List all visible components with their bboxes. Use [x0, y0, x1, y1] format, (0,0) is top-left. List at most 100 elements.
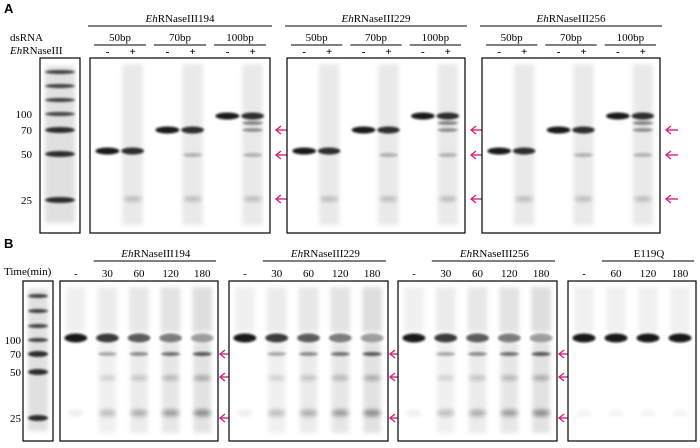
ladder-band: [45, 84, 75, 88]
product-band: [632, 128, 653, 132]
faint-band: [640, 410, 656, 416]
time-point-label: 180: [194, 268, 211, 280]
lane-sign: +: [385, 46, 391, 58]
product-band: [130, 376, 148, 380]
lane-smear: [499, 287, 520, 332]
panel-b-group-4: E119Q - 60 120 180: [567, 248, 697, 442]
lane-sign: +: [129, 46, 135, 58]
arrow-head: [274, 125, 282, 135]
arrow-head: [469, 125, 477, 135]
substrate-band: [215, 112, 240, 120]
lane-smear: [266, 287, 287, 332]
enzyme-row-label-prefix: Eh: [9, 45, 23, 57]
product-band: [130, 409, 148, 417]
lane-sign: +: [640, 46, 646, 58]
ladder-band: [45, 151, 75, 157]
product-band: [193, 409, 211, 417]
product-band: [331, 376, 350, 380]
digest-smear: [632, 64, 653, 225]
product-band: [574, 197, 593, 201]
time-point-label: -: [74, 268, 78, 280]
lane-smear: [330, 287, 351, 332]
lane-smear: [467, 287, 488, 332]
panel-a-group-title: EhRNaseIII256: [535, 13, 606, 25]
arrow-head: [218, 413, 226, 423]
lane-smear: [404, 287, 424, 332]
dsrna-size-label: 50bp: [306, 32, 329, 44]
time-point-label: 120: [501, 268, 518, 280]
product-band: [242, 121, 263, 125]
panel-b-group-title-prefix: Eh: [459, 248, 473, 260]
lane-smear: [362, 287, 382, 332]
lane-smear: [66, 287, 86, 332]
substrate-band: [497, 333, 521, 343]
panel-b-group-1: EhRNaseIII194 - 30 60 120 180: [59, 248, 232, 442]
panel-a-gel-frame: [89, 57, 271, 234]
panel-b-group-title-suffix: RNaseIII229: [303, 248, 360, 260]
product-band: [436, 352, 456, 356]
arrow-head: [557, 349, 565, 359]
time-row-label: Time(min): [4, 266, 52, 278]
product-band: [98, 409, 117, 417]
product-band: [193, 376, 211, 380]
ladder-band: [28, 309, 48, 313]
product-band: [573, 153, 593, 157]
lane-smear: [160, 287, 181, 332]
product-band: [515, 197, 534, 201]
substrate-band: [292, 147, 317, 155]
product-band: [437, 128, 458, 132]
arrow-head: [274, 194, 282, 204]
substrate-band: [233, 333, 257, 343]
lane-sign: +: [580, 46, 586, 58]
cleavage-arrow-icon: [469, 194, 483, 204]
ladder-smear: [45, 66, 75, 223]
marker-label-25: 25: [21, 195, 33, 207]
ladder-band: [45, 197, 75, 203]
residual-band: [377, 126, 400, 134]
product-band: [123, 197, 142, 201]
time-point-label: 180: [672, 268, 689, 280]
lane-sign: -: [106, 46, 110, 58]
product-band: [532, 376, 550, 380]
substrate-band: [529, 333, 553, 343]
cleavage-arrow-icon: [664, 150, 678, 160]
cleavage-arrow-icon: [274, 150, 288, 160]
ladder-band: [28, 294, 48, 298]
panel-b-group-3: EhRNaseIII256 - 30 60 120 180: [397, 248, 571, 442]
faint-band: [608, 410, 624, 416]
product-band: [243, 153, 263, 157]
product-band: [299, 409, 318, 417]
residual-band: [241, 112, 264, 120]
lane-sign: -: [421, 46, 425, 58]
panel-a-ladder: [39, 57, 81, 234]
panel-a-group-title: EhRNaseIII194: [144, 13, 215, 25]
product-band: [192, 352, 212, 356]
marker-label-70: 70: [10, 349, 22, 361]
product-band: [331, 409, 350, 417]
substrate-band: [159, 333, 182, 343]
substrate-band: [127, 333, 151, 343]
digest-smear: [242, 64, 263, 225]
product-band: [97, 352, 117, 356]
time-point-label: 180: [533, 268, 550, 280]
time-point-label: 120: [162, 268, 179, 280]
substrate-band: [155, 126, 180, 134]
panel-a-gel-frame: [481, 57, 661, 234]
lane-sign: +: [445, 46, 451, 58]
time-point-label: 60: [134, 268, 146, 280]
product-band: [468, 376, 487, 380]
panel-b-letter: B: [4, 236, 13, 251]
substrate-band: [328, 333, 352, 343]
lane-sign: -: [557, 46, 561, 58]
time-point-label: 180: [364, 268, 381, 280]
arrow-head: [664, 150, 672, 160]
substrate-band: [360, 333, 384, 343]
ladder-band: [28, 415, 48, 421]
enzyme-row-label: EhRNaseIII: [9, 45, 63, 57]
lane-smear: [435, 287, 456, 332]
product-band: [500, 376, 519, 380]
faint-band: [405, 410, 422, 416]
panel-b-group-title-prefix: Eh: [120, 248, 134, 260]
panel-b-group-title: EhRNaseIII194: [120, 248, 191, 260]
